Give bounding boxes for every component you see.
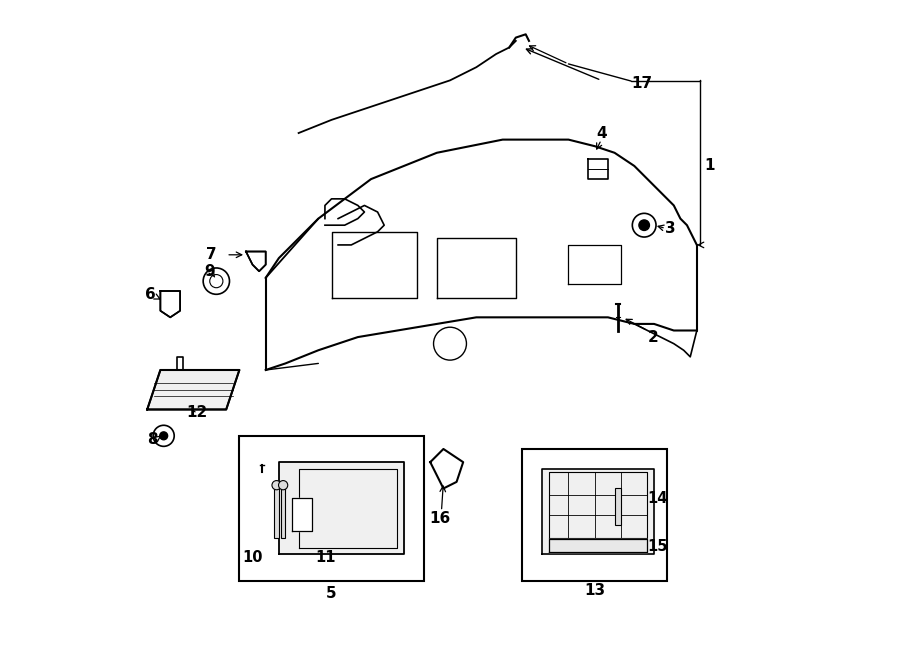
Text: 12: 12 xyxy=(186,405,207,420)
Bar xyxy=(281,485,285,538)
Polygon shape xyxy=(148,370,239,409)
Polygon shape xyxy=(279,462,404,555)
Text: 8: 8 xyxy=(148,432,157,447)
Text: 2: 2 xyxy=(647,330,658,344)
Text: 17: 17 xyxy=(631,76,652,91)
Bar xyxy=(615,488,621,525)
Circle shape xyxy=(272,481,281,490)
Circle shape xyxy=(159,432,167,440)
Bar xyxy=(274,485,279,538)
Circle shape xyxy=(278,481,288,490)
Circle shape xyxy=(639,220,650,231)
Polygon shape xyxy=(542,469,654,555)
Text: 5: 5 xyxy=(326,586,337,602)
Text: 7: 7 xyxy=(206,247,216,262)
Text: 10: 10 xyxy=(242,550,263,565)
FancyBboxPatch shape xyxy=(522,449,667,580)
Text: 4: 4 xyxy=(596,126,607,141)
Text: 13: 13 xyxy=(584,583,606,598)
Text: 14: 14 xyxy=(647,491,668,506)
Text: 11: 11 xyxy=(315,550,336,565)
Text: 1: 1 xyxy=(705,159,716,173)
Text: 6: 6 xyxy=(145,287,156,302)
Text: 3: 3 xyxy=(665,221,676,236)
Polygon shape xyxy=(549,539,647,553)
Polygon shape xyxy=(246,252,266,271)
Polygon shape xyxy=(160,291,180,317)
Polygon shape xyxy=(292,498,311,531)
Text: 16: 16 xyxy=(429,510,451,525)
FancyBboxPatch shape xyxy=(239,436,424,580)
Text: 9: 9 xyxy=(204,264,215,279)
Text: 15: 15 xyxy=(647,539,668,554)
